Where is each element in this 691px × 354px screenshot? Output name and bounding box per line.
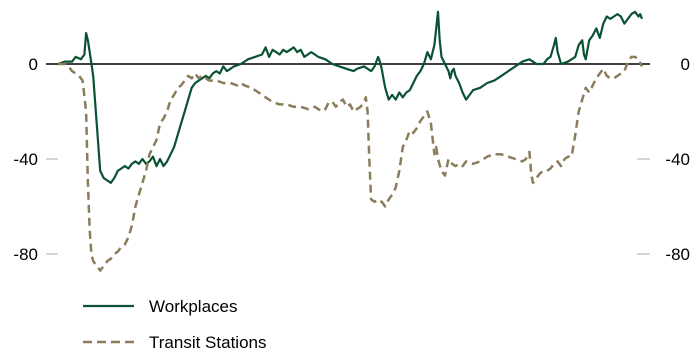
- series-layer: [57, 10, 644, 272]
- y-axis-right: 0 -40 -80: [637, 55, 690, 264]
- legend: Workplaces Transit Stations: [83, 297, 266, 352]
- series-line-transit-stations: [58, 55, 644, 272]
- y-tick-label-left-neg40: -40: [13, 150, 38, 169]
- y-tick-label-right-neg80: -80: [665, 245, 690, 264]
- y-tick-label-right-neg40: -40: [665, 150, 690, 169]
- series-line-workplaces: [57, 10, 644, 184]
- y-tick-label-right-0: 0: [681, 55, 690, 74]
- legend-label-workplaces: Workplaces: [149, 297, 238, 316]
- legend-label-transit-stations: Transit Stations: [149, 333, 266, 352]
- y-tick-label-left-neg80: -80: [13, 245, 38, 264]
- y-tick-label-left-0: 0: [29, 55, 38, 74]
- y-axis-left: 0 -40 -80: [13, 55, 58, 264]
